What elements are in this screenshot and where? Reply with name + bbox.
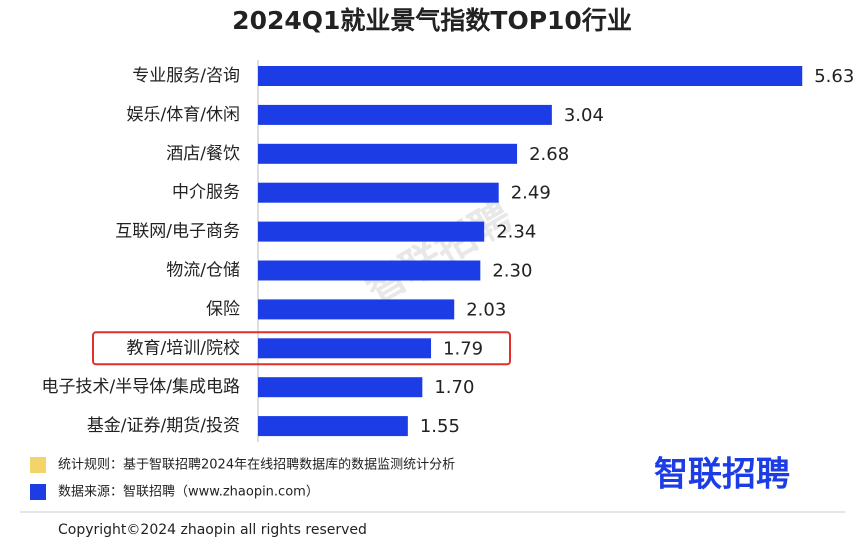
category-label: 基金/证券/期货/投资: [87, 416, 240, 436]
bar: [258, 221, 485, 242]
logo: 智联招聘: [654, 455, 790, 495]
legend-swatch: [30, 457, 46, 473]
value-label: 2.68: [529, 144, 569, 165]
bar: [258, 104, 552, 125]
value-label: 2.30: [492, 261, 532, 282]
bar: [258, 299, 455, 320]
category-label: 酒店/餐饮: [166, 144, 240, 164]
note: 数据来源：智联招聘（www.zhaopin.com）: [58, 485, 319, 500]
legend-swatch: [30, 484, 46, 500]
bar: [258, 260, 481, 281]
bar: [258, 143, 518, 164]
category-label: 物流/仓储: [166, 261, 240, 281]
category-label: 电子技术/半导体/集成电路: [42, 377, 240, 397]
bar: [258, 377, 423, 398]
bar: [258, 338, 432, 359]
bar: [258, 182, 499, 203]
value-label: 1.79: [443, 338, 483, 359]
category-label: 互联网/电子商务: [115, 222, 240, 242]
value-label: 2.03: [466, 299, 506, 320]
value-label: 2.34: [496, 222, 536, 243]
watermark: 智联招聘: [358, 193, 520, 313]
category-label: 娱乐/体育/休闲: [127, 105, 240, 125]
value-label: 3.04: [564, 105, 604, 126]
value-label: 5.63: [814, 66, 854, 87]
bar: [258, 66, 803, 86]
note: 统计规则：基于智联招聘2024年在线招聘数据库的数据监测统计分析: [58, 457, 455, 473]
highlight-box: [92, 331, 511, 366]
bar: [258, 416, 408, 437]
value-label: 1.70: [434, 377, 474, 398]
value-label: 1.55: [420, 416, 460, 437]
chart-title: 2024Q1就业景气指数TOP10行业: [232, 6, 632, 35]
category-label: 中介服务: [172, 183, 240, 203]
value-label: 2.49: [511, 183, 551, 204]
category-label: 教育/培训/院校: [127, 338, 240, 358]
category-label: 专业服务/咨询: [132, 66, 240, 86]
copyright: Copyright©2024 zhaopin all rights reserv…: [58, 522, 367, 538]
category-label: 保险: [206, 299, 240, 319]
